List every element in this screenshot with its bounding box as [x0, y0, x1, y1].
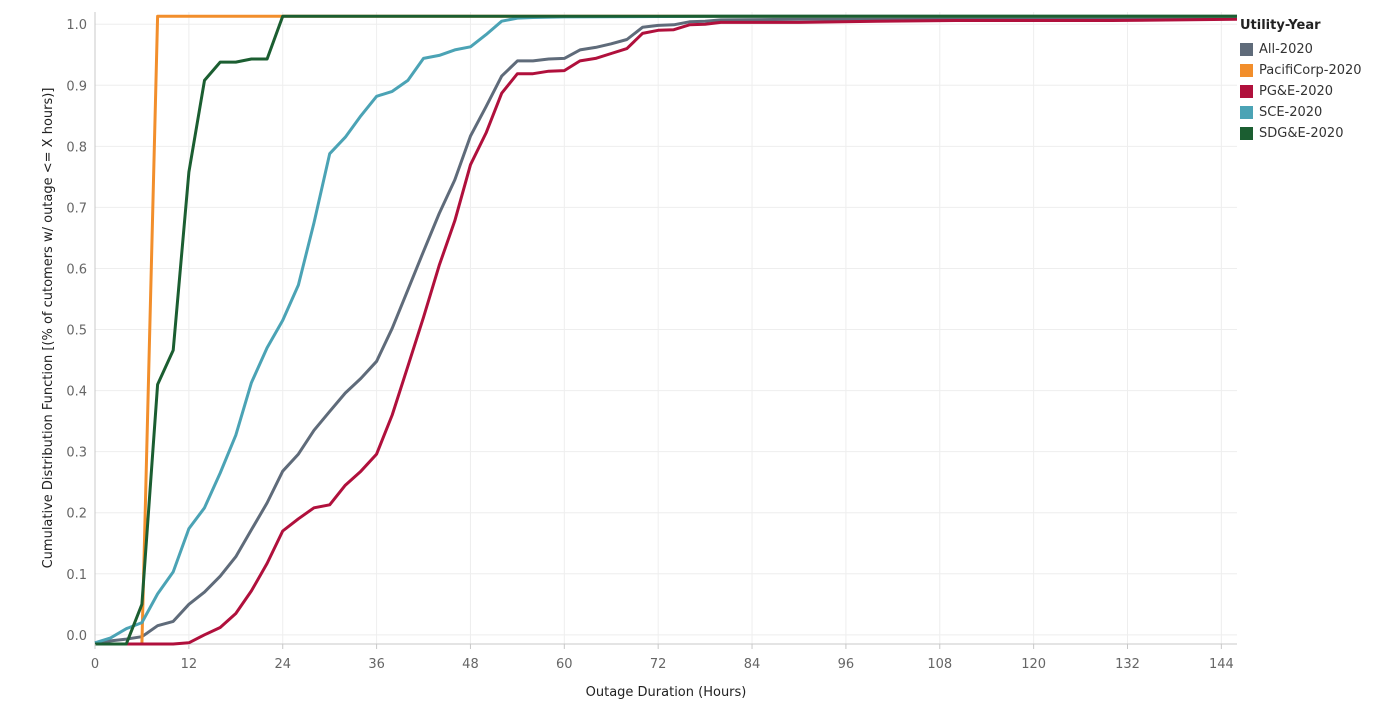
- series-line-all-2020: [94, 16, 1238, 645]
- x-tick-label: 24: [274, 657, 291, 672]
- legend-swatch: [1240, 43, 1253, 56]
- legend-title: Utility-Year: [1240, 18, 1321, 33]
- x-tick-label: 132: [1115, 657, 1140, 672]
- series-line-pacificorp-2020: [95, 14, 1237, 646]
- legend-swatch: [1240, 64, 1253, 77]
- y-axis-title: Cumulative Distribution Function [(% of …: [41, 88, 56, 569]
- legend-label: PG&E-2020: [1259, 84, 1334, 99]
- legend: Utility-Year All-2020 PacifiCorp-2020 PG&E…: [1240, 18, 1396, 144]
- y-tick-label: 0.6: [66, 262, 87, 277]
- legend-label: All-2020: [1259, 42, 1313, 57]
- y-tick-label: 1.0: [66, 18, 87, 33]
- y-tick-label: 0.7: [66, 201, 87, 216]
- y-tick-label: 0.3: [66, 446, 87, 461]
- y-tick-label: 0.1: [66, 568, 87, 583]
- legend-item: PacifiCorp-2020: [1240, 60, 1396, 81]
- x-tick-label: 12: [181, 657, 198, 672]
- legend-item: PG&E-2020: [1240, 81, 1396, 102]
- legend-item: SCE-2020: [1240, 102, 1396, 123]
- series-lines: [94, 14, 1238, 646]
- legend-label: PacifiCorp-2020: [1259, 63, 1362, 78]
- x-tick-label: 36: [368, 657, 385, 672]
- x-tick-label: 60: [556, 657, 573, 672]
- x-tick-label: 120: [1021, 657, 1046, 672]
- y-tick-label: 0.4: [66, 385, 87, 400]
- legend-swatch: [1240, 127, 1253, 140]
- gridlines: [95, 12, 1237, 644]
- axes: [94, 12, 1237, 645]
- y-tick-label: 0.2: [66, 507, 87, 522]
- legend-swatch: [1240, 106, 1253, 119]
- legend-label: SDG&E-2020: [1259, 126, 1344, 141]
- x-axis-ticks: 0 12 24 36 48 60 72 84 96 108 120 132 144: [91, 644, 1234, 672]
- x-tick-label: 108: [927, 657, 952, 672]
- series-line-sdg-e-2020: [95, 14, 1237, 646]
- y-tick-label: 0.0: [66, 629, 87, 644]
- x-tick-label: 0: [91, 657, 99, 672]
- y-tick-label: 0.8: [66, 140, 87, 155]
- x-tick-label: 48: [462, 657, 479, 672]
- x-axis-title: Outage Duration (Hours): [586, 685, 747, 700]
- x-tick-label: 144: [1209, 657, 1234, 672]
- legend-items: All-2020 PacifiCorp-2020 PG&E-2020 SCE-2020…: [1240, 39, 1396, 144]
- y-axis-ticks: 0.0 0.1 0.2 0.3 0.4 0.5 0.6 0.7 0.8 0.9 1.0: [66, 18, 87, 644]
- series-line-sce-2020: [94, 14, 1237, 645]
- legend-label: SCE-2020: [1259, 105, 1323, 120]
- x-tick-label: 84: [744, 657, 761, 672]
- legend-swatch: [1240, 85, 1253, 98]
- legend-item: All-2020: [1240, 39, 1396, 60]
- series-line-pg-e-2020: [95, 17, 1238, 646]
- y-tick-label: 0.9: [66, 79, 87, 94]
- x-tick-label: 72: [650, 657, 667, 672]
- legend-item: SDG&E-2020: [1240, 123, 1396, 144]
- y-tick-label: 0.5: [66, 324, 87, 339]
- x-tick-label: 96: [838, 657, 855, 672]
